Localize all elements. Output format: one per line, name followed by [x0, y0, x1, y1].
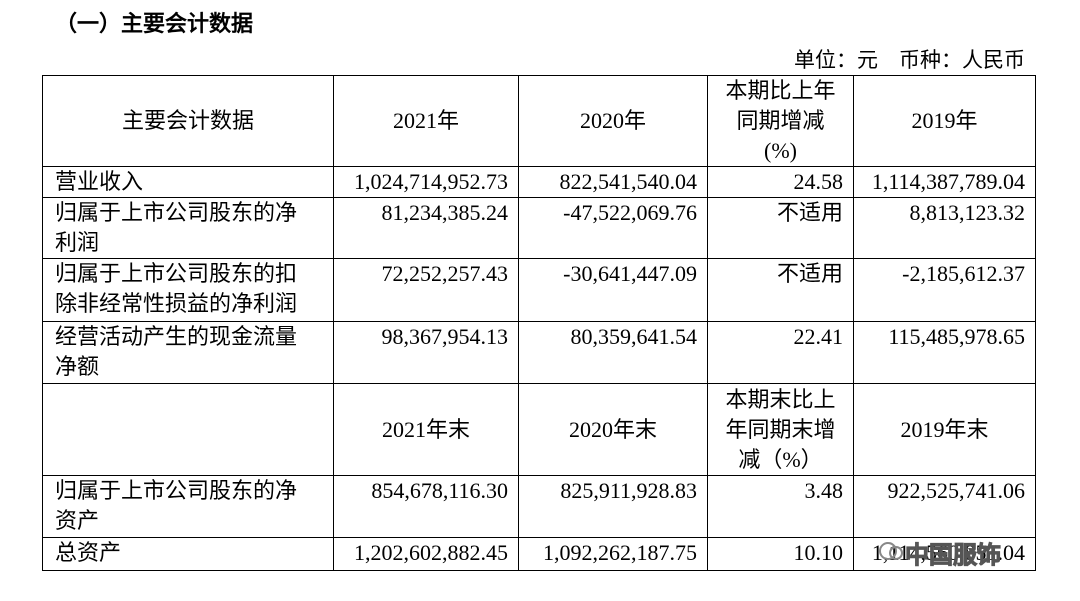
- table-cell: 115,485,978.65: [853, 321, 1036, 384]
- table-cell: 主要会计数据: [42, 75, 334, 167]
- data-row: 归属于上市公司股东的扣除非经常性损益的净利润 72,252,257.43 -30,6…: [42, 258, 1036, 322]
- table-cell: 2020年末: [518, 383, 708, 476]
- table-cell: 本期末比上年同期末增减（%）: [707, 383, 854, 476]
- table-cell: 24.58: [707, 166, 854, 198]
- table-cell: 98,367,954.13: [333, 321, 519, 384]
- data-table: 主要会计数据 2021年 2020年 本期比上年同期增减(%) 2019年 营业收入 1,0…: [42, 75, 1036, 571]
- table-cell: 总资产: [42, 537, 334, 571]
- table-cell: 2019年: [853, 75, 1036, 167]
- table-cell: 2019年末: [853, 383, 1036, 476]
- table-cell: 81,234,385.24: [333, 197, 519, 259]
- table-cell: 822,541,540.04: [518, 166, 708, 198]
- unit-note: 单位：元 币种：人民币: [794, 48, 1025, 72]
- table-cell: 归属于上市公司股东的净利润: [42, 197, 334, 259]
- table-cell: 2021年末: [333, 383, 519, 476]
- table-cell: 经营活动产生的现金流量净额: [42, 321, 334, 384]
- table-cell: 22.41: [707, 321, 854, 384]
- watermark: 中国服饰: [905, 541, 1002, 570]
- data-row: 经营活动产生的现金流量净额 98,367,954.13 80,359,641.54 2…: [42, 321, 1036, 384]
- table-cell: -2,185,612.37: [853, 258, 1036, 322]
- data-row: 营业收入 1,024,714,952.73 822,541,540.04 24.58 1…: [42, 166, 1036, 198]
- table-cell: 1,114,560,851.04: [853, 537, 1036, 571]
- table-cell: 10.10: [707, 537, 854, 571]
- table-cell: 8,813,123.32: [853, 197, 1036, 259]
- header-row: 2021年末 2020年末 本期末比上年同期末增减（%） 2019年末: [42, 383, 1036, 476]
- table-cell: 1,202,602,882.45: [333, 537, 519, 571]
- table-cell: 归属于上市公司股东的净资产: [42, 475, 334, 538]
- table-cell: 922,525,741.06: [853, 475, 1036, 538]
- table-cell: -47,522,069.76: [518, 197, 708, 259]
- table-cell: 不适用: [707, 197, 854, 259]
- table-cell: 80,359,641.54: [518, 321, 708, 384]
- table-cell: 3.48: [707, 475, 854, 538]
- table-cell: 1,114,387,789.04: [853, 166, 1036, 198]
- data-row: 总资产 1,202,602,882.45 1,092,262,187.75 10.10…: [42, 537, 1036, 571]
- table-cell: 1,092,262,187.75: [518, 537, 708, 571]
- table-cell: 72,252,257.43: [333, 258, 519, 322]
- table-cell: 2021年: [333, 75, 519, 167]
- section-title: （一）主要会计数据: [55, 12, 254, 37]
- table-cell: 1,024,714,952.73: [333, 166, 519, 198]
- table-cell: 825,911,928.83: [518, 475, 708, 538]
- table-cell: 本期比上年同期增减(%): [707, 75, 854, 167]
- table-cell: 2020年: [518, 75, 708, 167]
- table-cell: 归属于上市公司股东的扣除非经常性损益的净利润: [42, 258, 334, 322]
- watermark-icon: [879, 542, 903, 560]
- table-cell: 营业收入: [42, 166, 334, 198]
- table-cell: [42, 383, 334, 476]
- header-row: 主要会计数据 2021年 2020年 本期比上年同期增减(%) 2019年: [42, 75, 1036, 167]
- table-cell: -30,641,447.09: [518, 258, 708, 322]
- table-cell: 854,678,116.30: [333, 475, 519, 538]
- data-row: 归属于上市公司股东的净利润 81,234,385.24 -47,522,069.76…: [42, 197, 1036, 259]
- data-row: 归属于上市公司股东的净资产 854,678,116.30 825,911,928.8…: [42, 475, 1036, 538]
- table-cell: 不适用: [707, 258, 854, 322]
